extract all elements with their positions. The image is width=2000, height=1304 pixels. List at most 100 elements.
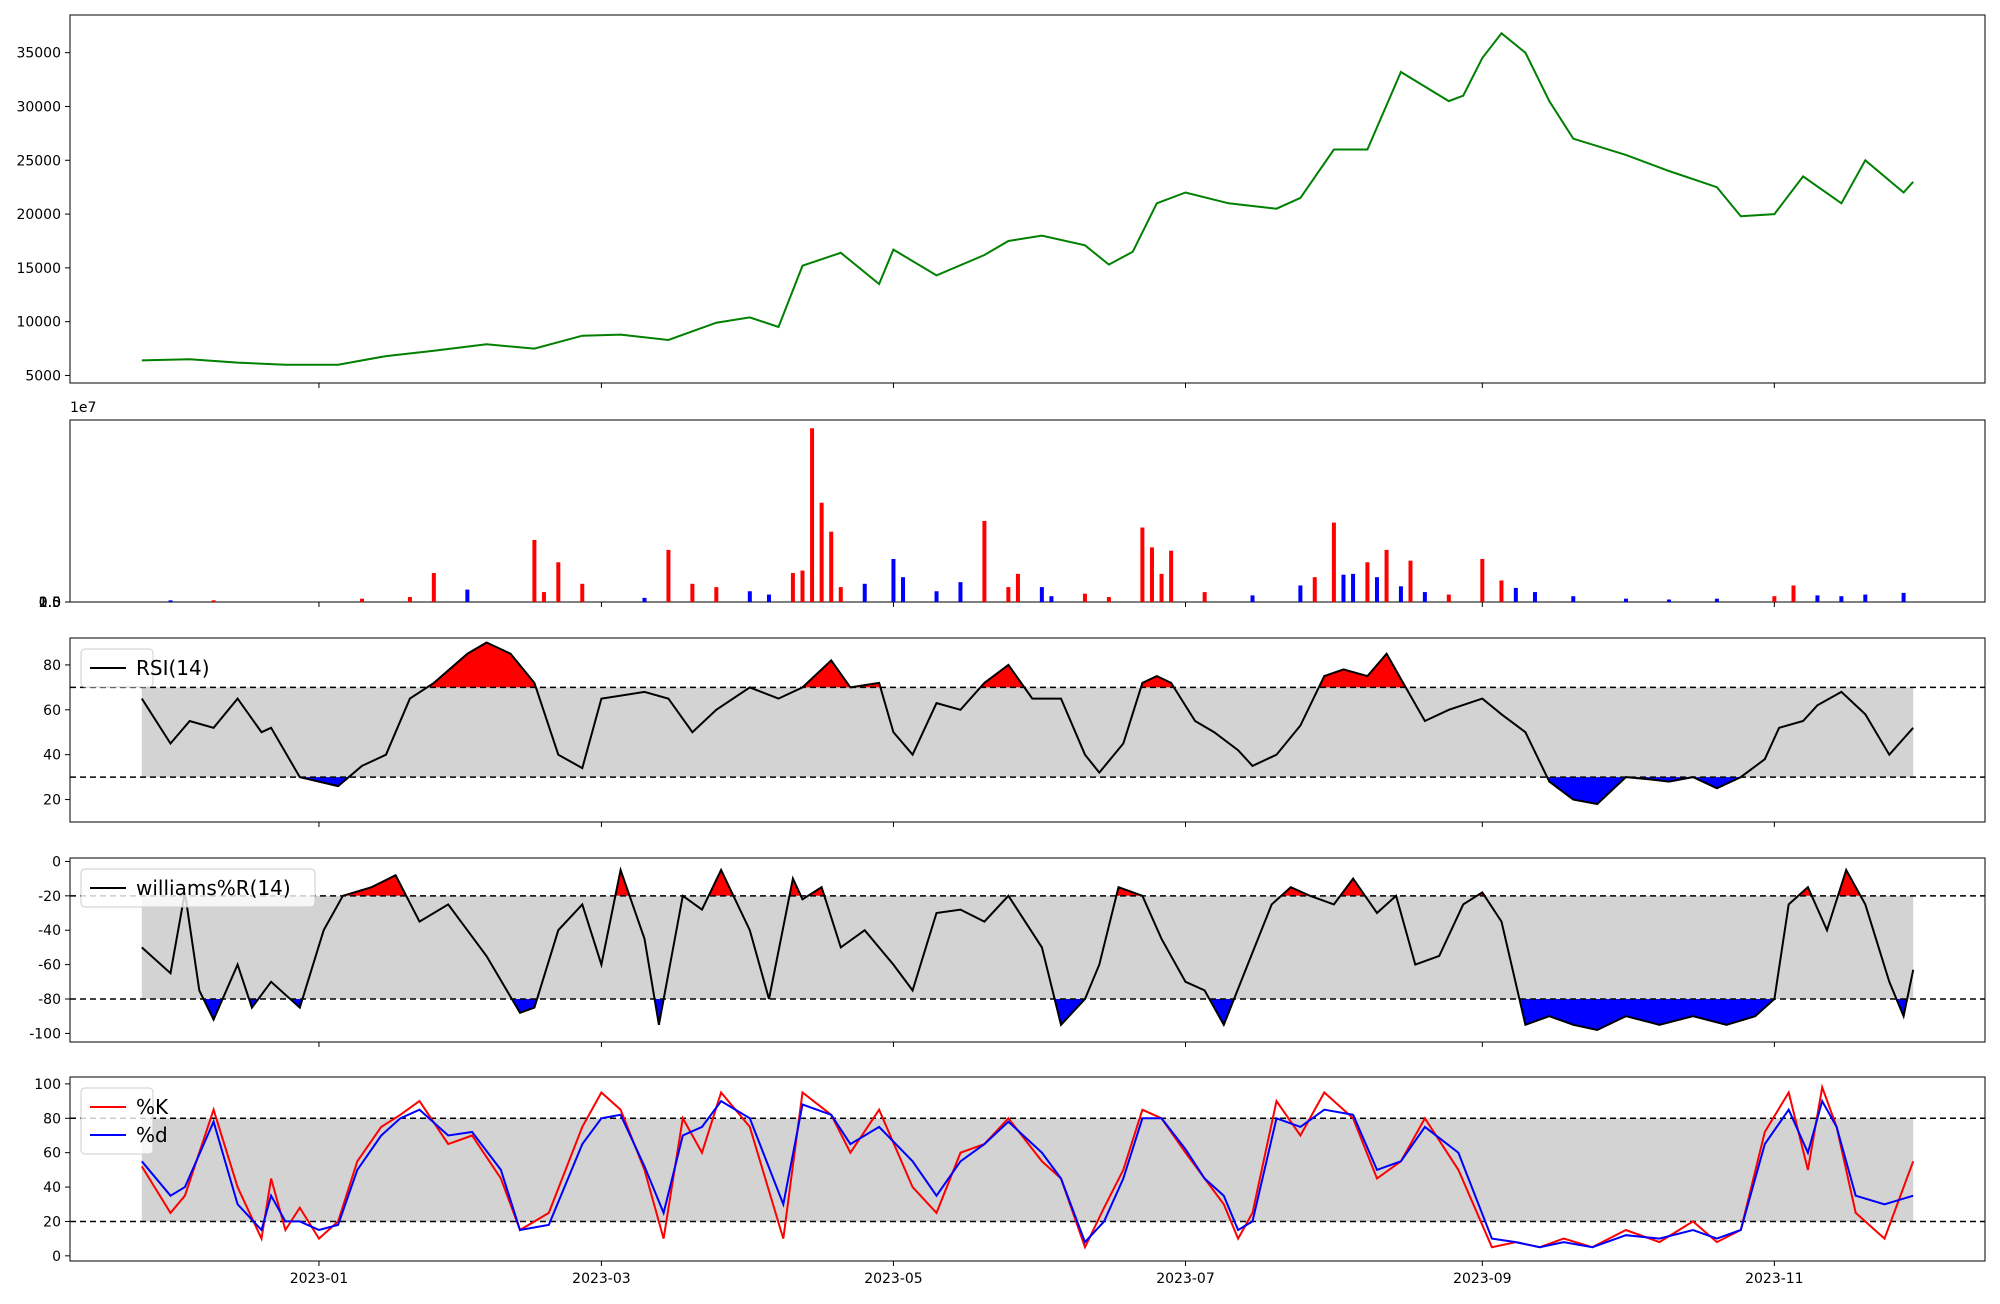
volume-bar [1623,598,1628,602]
volume-bar [1839,596,1844,602]
williams-oversold-fill [1519,999,1775,1030]
legend-label: %d [136,1123,168,1147]
volume-bar [642,597,647,602]
price-y-tick-label: 10000 [16,315,61,331]
volume-bar [690,583,695,602]
williams-overbought-fill [708,870,734,896]
volume-bar [1532,592,1537,602]
williams-overbought-fill [615,870,630,896]
stochastic-y-tick-label: 40 [43,1180,61,1196]
volume-bar [1250,595,1255,602]
rsi-overbought-fill [1141,676,1174,688]
volume-bar [1815,595,1820,602]
price-y-tick-label: 35000 [16,46,61,62]
volume-bar [1365,562,1370,602]
volume-bar [747,591,752,602]
stochastic-d-line [141,1098,1914,1249]
williams-panel: 0 -20 -40 -60 -80 -100 williams%R(14) [29,854,1986,1043]
rsi-overbought-fill [980,664,1025,688]
volume-bar [829,531,834,602]
volume-bar [934,591,939,602]
stochastic-k-line [140,1083,1915,1250]
volume-bar [714,587,719,602]
stochastic-frame [69,1076,1986,1262]
volume-bar [1374,577,1379,602]
stochastic-y-tick-label: 0 [52,1249,61,1265]
legend-box [80,1087,154,1155]
volume-bar [541,592,546,602]
volume-bar [891,558,896,602]
volume-bar [1202,592,1207,602]
volume-bar [982,520,987,602]
legend-label: williams%R(14) [136,876,291,900]
williams-line [141,866,1915,1032]
volume-bar [1571,596,1576,602]
legend-label: RSI(14) [136,656,210,680]
volume-y-tick-label: 1.5 [39,595,61,611]
volume-bar [168,600,173,602]
volume-bar [862,583,867,602]
volume-bar [211,600,216,602]
volume-bar [1049,596,1054,602]
williams-y-tick-label: 0 [52,854,61,870]
rsi-overbought-fill [1318,653,1406,688]
williams-oversold-fill [654,999,664,1025]
rsi-line [140,641,1914,806]
stochastic-panel: 0 20 40 60 80 100 %K %d [34,1076,1986,1265]
williams-overbought-fill [1838,870,1861,896]
volume-frame [69,419,1986,603]
volume-bar [580,583,585,602]
volume-bar [1480,558,1485,602]
volume-bar [1149,547,1154,602]
rsi-oversold-fill [1547,777,1626,804]
volume-bar [1446,594,1451,602]
volume-bar [1667,599,1672,602]
price-y-tick-label: 20000 [16,207,61,223]
volume-bar [838,587,843,602]
volume-bar [819,502,824,602]
volume-bar [1169,550,1174,602]
volume-bar [1082,593,1087,602]
price-frame [69,14,1986,384]
volume-bar [1422,592,1427,602]
rsi-y-tick-label: 40 [43,748,61,764]
williams-overbought-fill [342,875,407,896]
williams-y-tick-label: -100 [29,1026,61,1042]
volume-bar [1106,597,1111,602]
price-line [141,31,1914,366]
rsi-panel: 20 40 60 80 RSI(14) [43,637,1986,823]
rsi-y-tick-label: 20 [43,793,61,809]
rsi-oversold-fill [1693,777,1741,789]
volume-bar [1341,574,1346,602]
volume-bar [431,573,436,602]
williams-y-tick-label: -60 [38,958,61,974]
volume-bar [465,589,470,602]
volume-bar [360,598,365,602]
volume-bar [1863,594,1868,602]
williams-oversold-fill [1209,999,1234,1025]
williams-oversold-fill [203,999,223,1020]
price-panel: 5000 10000 15000 20000 25000 30000 35000 [16,14,1986,384]
rsi-y-tick-label: 80 [43,658,61,674]
volume-bar [800,570,805,602]
volume-y-tick-label: 1.0 [39,595,61,611]
x-axis: 2023-01 2023-03 2023-05 2023-07 2023-09 2023-… [290,383,1804,1287]
williams-y-tick-label: -80 [38,992,61,1008]
volume-bar [1901,592,1906,602]
rsi-neutral-band [141,687,1914,778]
volume-bar [407,597,412,602]
legend-label: %K [136,1095,169,1119]
rsi-y-tick-label: 60 [43,703,61,719]
price-y-tick-label: 15000 [16,261,61,277]
williams-y-tick-label: -20 [38,889,61,905]
volume-y-tick-label: 0.5 [39,595,61,611]
volume-bar [1513,587,1518,602]
legend-box [80,868,316,908]
williams-oversold-fill [1054,999,1085,1025]
x-tick-label: 2023-03 [572,1271,631,1287]
x-tick-label: 2023-09 [1453,1271,1512,1287]
x-tick-label: 2023-11 [1745,1271,1804,1287]
rsi-frame [69,637,1986,823]
